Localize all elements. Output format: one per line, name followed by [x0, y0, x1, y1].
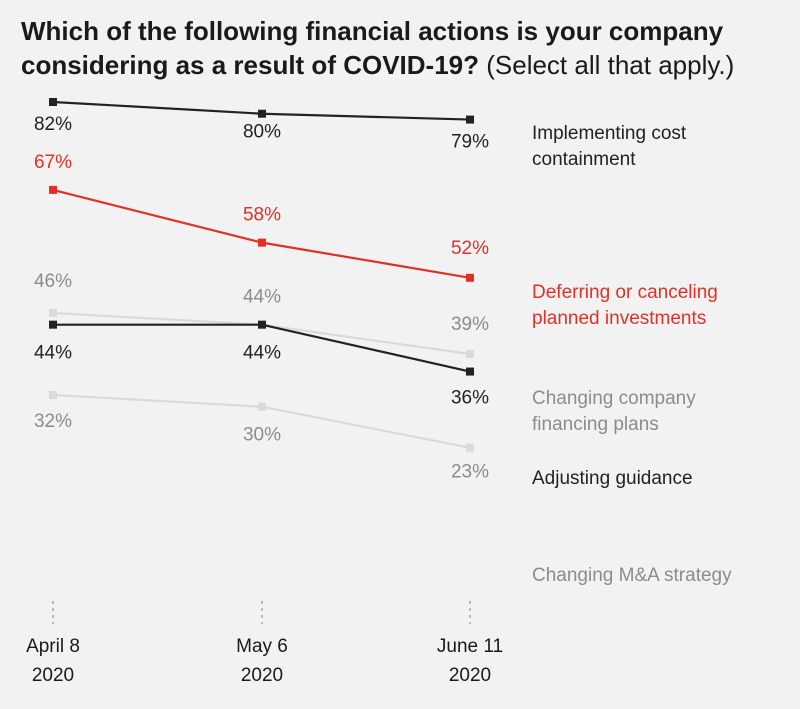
series-label: Implementing cost: [532, 123, 687, 144]
series-label: Deferring or canceling: [532, 282, 718, 303]
data-value-label: 46%: [34, 271, 72, 292]
data-point-marker: [49, 185, 57, 194]
data-value-label: 23%: [451, 462, 489, 483]
series-label: Adjusting guidance: [532, 468, 693, 489]
data-point-marker: [49, 308, 57, 317]
data-point-marker: [466, 273, 474, 282]
data-value-label: 80%: [243, 122, 281, 143]
data-point-marker: [258, 109, 266, 118]
x-tick-label: June 11: [437, 636, 503, 657]
chart-title: Which of the following financial actions…: [21, 14, 791, 82]
data-value-label: 82%: [34, 114, 72, 135]
data-value-label: 36%: [451, 388, 489, 409]
data-value-label: 44%: [243, 287, 281, 308]
data-value-label: 39%: [451, 314, 489, 335]
chart-title-note: (Select all that apply.): [486, 50, 735, 80]
data-point-marker: [466, 349, 474, 358]
x-tick-label: May 6: [236, 636, 288, 657]
x-tick-label: 2020: [241, 665, 283, 686]
data-value-label: 32%: [34, 411, 72, 432]
data-value-label: 44%: [243, 343, 281, 364]
data-value-label: 67%: [34, 152, 72, 173]
series-label: financing plans: [532, 414, 659, 435]
data-point-marker: [466, 367, 474, 376]
data-value-label: 44%: [34, 343, 72, 364]
data-point-marker: [466, 443, 474, 452]
data-value-label: 79%: [451, 132, 489, 153]
data-point-marker: [258, 402, 266, 411]
series-label: Changing company: [532, 388, 696, 409]
chart-title-question: Which of the following financial actions…: [21, 16, 724, 80]
x-tick-label: April 8: [26, 636, 80, 657]
series-line: [52, 188, 471, 279]
data-point-marker: [49, 98, 57, 106]
data-point-marker: [49, 320, 57, 329]
data-value-label: 52%: [451, 238, 489, 259]
data-point-marker: [49, 391, 57, 399]
data-point-marker: [258, 238, 266, 247]
x-tick-label: 2020: [32, 665, 74, 686]
data-point-marker: [466, 115, 474, 124]
data-point-marker: [258, 320, 266, 329]
series-label: containment: [532, 149, 636, 170]
series-label: planned investments: [532, 308, 706, 329]
data-value-label: 58%: [243, 205, 281, 226]
data-value-label: 30%: [243, 425, 281, 446]
series-label: Changing M&A strategy: [532, 565, 732, 586]
x-tick-label: 2020: [449, 665, 491, 686]
